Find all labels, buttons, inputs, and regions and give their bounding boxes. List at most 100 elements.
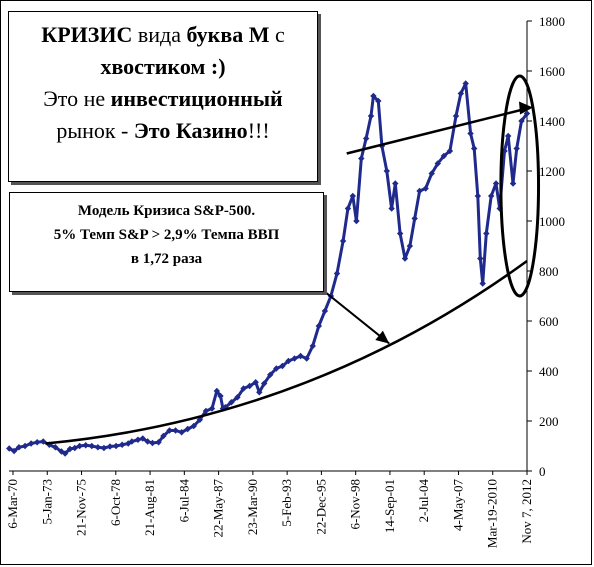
data-point xyxy=(362,135,370,142)
crisis-note-bold: буква М xyxy=(186,22,270,47)
crisis-note-line-4: рынок - Это Казино!!! xyxy=(9,115,317,147)
highlight-ellipse xyxy=(499,74,541,298)
data-point xyxy=(339,237,347,245)
data-point xyxy=(501,147,508,155)
crisis-note-line-3: Это не инвестиционный xyxy=(9,83,317,115)
data-point xyxy=(309,342,316,350)
data-point xyxy=(52,444,59,451)
y-tick-label: 1400 xyxy=(539,114,565,129)
data-point xyxy=(452,112,460,120)
data-point xyxy=(462,80,469,87)
exponential-trend-curve xyxy=(45,259,528,445)
data-point xyxy=(467,130,474,137)
data-point xyxy=(139,435,146,442)
y-tick-label: 1200 xyxy=(539,164,565,179)
data-point xyxy=(256,389,263,396)
data-point xyxy=(315,322,323,330)
data-point xyxy=(178,429,185,436)
crisis-word: КРИЗИС xyxy=(41,22,133,47)
x-tick-label: 6-Jul-84 xyxy=(176,479,191,523)
data-point xyxy=(61,450,69,457)
x-tick-label: 22-May-87 xyxy=(211,479,226,538)
data-point xyxy=(411,215,418,222)
data-point xyxy=(94,444,102,451)
data-point xyxy=(118,441,126,448)
data-point xyxy=(160,432,167,440)
data-point xyxy=(496,205,503,212)
data-point xyxy=(106,443,114,450)
data-point xyxy=(477,255,484,262)
model-note-box: Модель Кризиса S&P-500. 5% Темп S&P > 2,… xyxy=(9,192,324,292)
data-point xyxy=(487,192,495,200)
crisis-note-box: КРИЗИС вида буква М с хвостиком :) Это н… xyxy=(8,11,318,182)
data-point xyxy=(285,357,292,365)
data-point xyxy=(58,448,65,455)
x-tick-label: 21-Aug-81 xyxy=(142,479,157,536)
data-point xyxy=(190,422,197,430)
data-point xyxy=(457,90,465,97)
data-point xyxy=(100,444,108,452)
data-point xyxy=(88,442,95,450)
data-point xyxy=(401,255,409,262)
x-tick-label: 22-Dec-95 xyxy=(313,479,328,535)
data-point xyxy=(349,192,356,200)
y-tick-label: 1600 xyxy=(539,64,565,79)
x-tick-label: 6-Nov-98 xyxy=(348,479,363,530)
y-tick-label: 200 xyxy=(539,414,559,429)
data-point xyxy=(513,145,520,152)
data-point xyxy=(27,440,35,447)
data-point xyxy=(483,230,490,237)
x-tick-label: 14-Sep-01 xyxy=(382,479,397,533)
model-note-line-2: 5% Темп S&P > 2,9% Темпа ВВП xyxy=(53,227,280,243)
data-point xyxy=(202,407,210,415)
data-point xyxy=(40,438,47,445)
data-point xyxy=(33,439,41,446)
data-point xyxy=(155,439,162,446)
model-note-line-1: Модель Кризиса S&P-500. xyxy=(77,203,256,219)
data-point xyxy=(71,444,78,452)
data-point xyxy=(149,439,156,447)
data-point xyxy=(303,355,310,362)
data-point xyxy=(504,132,512,140)
crisis-note-text: Это не xyxy=(43,86,111,111)
data-point xyxy=(358,155,365,162)
data-point xyxy=(297,352,304,360)
data-point xyxy=(112,442,120,450)
data-point xyxy=(184,425,191,433)
data-point xyxy=(166,427,173,434)
data-point xyxy=(228,399,235,406)
data-point xyxy=(66,445,74,453)
data-point xyxy=(21,442,29,450)
data-point xyxy=(10,447,18,455)
data-point xyxy=(446,147,454,155)
y-tick-label: 600 xyxy=(539,314,559,329)
data-point xyxy=(370,92,377,100)
data-point xyxy=(392,180,399,187)
upper-arrowhead xyxy=(519,101,533,115)
crisis-note-text: вида xyxy=(132,22,187,47)
data-point xyxy=(388,205,395,212)
x-tick-label: 5-Feb-93 xyxy=(279,479,294,527)
data-point xyxy=(333,270,341,277)
crisis-note-bold: инвестиционный xyxy=(110,86,283,111)
y-tick-label: 0 xyxy=(539,464,546,479)
y-tick-label: 800 xyxy=(539,264,559,279)
data-point xyxy=(260,380,268,387)
y-tick-label: 1000 xyxy=(539,214,565,229)
data-point xyxy=(134,436,142,443)
x-tick-label: 2-Jul-04 xyxy=(416,479,431,523)
data-point xyxy=(321,307,329,315)
data-point xyxy=(422,185,429,192)
data-point xyxy=(217,392,224,400)
data-point xyxy=(406,242,414,250)
data-point xyxy=(344,205,352,212)
data-point xyxy=(428,170,435,177)
data-point xyxy=(15,444,23,451)
data-point xyxy=(267,371,274,378)
data-point xyxy=(518,117,525,125)
data-point xyxy=(76,442,83,450)
model-note-line-3: в 1,72 раза xyxy=(130,251,203,267)
data-point xyxy=(82,442,89,449)
data-point xyxy=(492,180,500,187)
